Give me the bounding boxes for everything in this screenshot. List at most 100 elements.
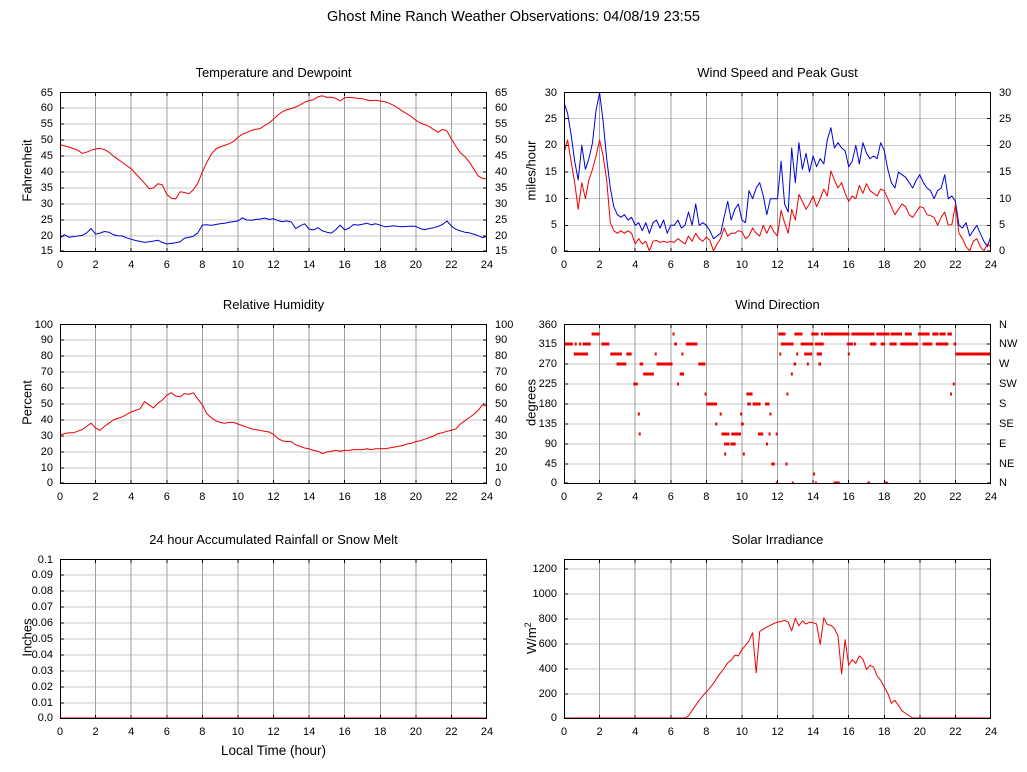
x-tick-label: 2 [596,259,603,271]
x-tick-label: 16 [338,259,351,271]
y-tick-label-right: 70 [495,366,508,378]
wind-direction-plot [564,324,991,484]
y-tick-label-right: 55 [495,118,508,130]
y-tick-label: 50 [40,134,53,146]
x-tick-label: 18 [878,259,891,271]
y-tick-label-right: 15 [495,245,508,257]
y-tick-label-right: 35 [495,182,508,194]
x-tick-label: 2 [596,726,603,738]
grid [564,324,991,484]
x-tick-label: 18 [878,726,891,738]
y-tick-label: 10 [544,192,557,205]
x-tick-label: 8 [703,259,710,271]
y-tick-label: 270 [538,358,557,370]
x-tick-label: 22 [949,726,962,738]
y-tick-label: 30 [40,198,53,210]
y-tick-label-right: 100 [495,318,514,331]
x-tick-label: 0 [56,726,64,738]
y-tick-label: 315 [538,338,557,350]
x-tick-label: 16 [338,491,351,503]
x-tick-label: 10 [735,491,749,503]
y-tick-label: 0.06 [31,617,53,629]
page-title: Ghost Mine Ranch Weather Observations: 0… [327,9,700,25]
x-tick-label: 24 [984,726,998,738]
x-tick-label: 12 [771,726,784,738]
x-tick-label: 10 [231,259,245,271]
y-tick-label: 0.05 [31,633,53,645]
y-tick-label: 0 [550,477,557,489]
y-tick-label: 0 [550,245,557,257]
x-tick-label: 10 [231,726,245,738]
y-tick-label: 1200 [532,563,557,575]
x-tick-label: 4 [632,726,639,738]
plot-border [60,92,487,252]
x-tick-label: 0 [560,726,568,738]
y-tick-label: 10 [40,462,53,474]
x-tick-label: 22 [949,259,962,271]
x-tick-label: 22 [445,259,458,271]
x-tick-label: 2 [596,491,603,503]
y-tick-label-right: 90 [495,334,508,346]
y-tick-label: 50 [40,398,53,410]
y-tick-label-right: 80 [495,350,508,362]
y-tick-label: 15 [544,166,557,178]
x-tick-label: 24 [984,491,998,503]
y-tick-label-right: 15 [999,166,1012,178]
y-tick-label: 35 [40,182,53,194]
y-tick-label: 225 [538,378,557,390]
y-tick-label-right: 40 [495,414,508,426]
y-tick-label-right: N [999,318,1007,331]
y-tick-label: 55 [40,118,53,130]
chart-title: Wind Speed and Peak Gust [697,65,858,80]
y-tick-label: 20 [40,230,53,242]
y-tick-label: 200 [538,688,557,700]
y-tick-label-right: SW [999,378,1017,390]
y-tick-label: 15 [40,245,53,257]
y-tick-label: 800 [538,613,557,625]
y-tick-label-right: 25 [495,214,508,226]
y-tick-label-right: 50 [495,134,508,146]
chart-title: Wind Direction [735,297,820,312]
chart-title: Solar Irradiance [731,532,824,547]
x-tick-label: 4 [632,259,639,271]
x-tick-label: 22 [445,726,458,738]
series-wind-direction [564,332,991,484]
x-tick-label: 12 [267,259,280,271]
y-tick-label: 0.0 [37,712,53,724]
series-humidity [60,392,487,455]
rainfall-plot [60,559,487,719]
x-tick-label: 4 [128,491,135,503]
x-tick-label: 0 [56,259,64,271]
y-tick-label: 5 [550,219,557,232]
x-tick-label: 0 [560,259,568,271]
x-tick-label: 18 [374,491,387,503]
y-tick-label: 0.09 [31,569,53,581]
y-tick-label-right: 0 [999,245,1006,257]
x-tick-label: 10 [231,491,245,503]
grid [60,324,487,484]
y-tick-label-right: 25 [999,112,1012,125]
y-tick-label: 0.07 [31,601,53,613]
series-peak-gust [564,92,991,248]
x-tick-label: 12 [267,491,280,503]
y-tick-label-right: NE [999,458,1015,470]
y-tick-label-right: 30 [495,430,508,442]
grid [564,559,991,719]
plot-border [60,559,487,719]
x-tick-label: 10 [735,259,749,271]
y-tick-label-right: 60 [495,382,508,394]
y-tick-label: 20 [544,139,557,152]
y-tick-label: 25 [40,214,53,226]
y-tick-label: 20 [40,446,53,458]
y-tick-label-right: 10 [999,192,1012,205]
y-tick-label: 0.01 [31,697,53,709]
x-tick-label: 12 [771,491,784,503]
x-tick-label: 8 [199,259,206,271]
y-tick-label: 0.1 [37,553,53,566]
y-tick-label-right: W [999,358,1010,370]
x-tick-label: 14 [302,259,316,271]
y-tick-label-right: E [999,438,1007,450]
plot-border [564,92,991,252]
y-tick-label-right: 10 [495,462,508,474]
